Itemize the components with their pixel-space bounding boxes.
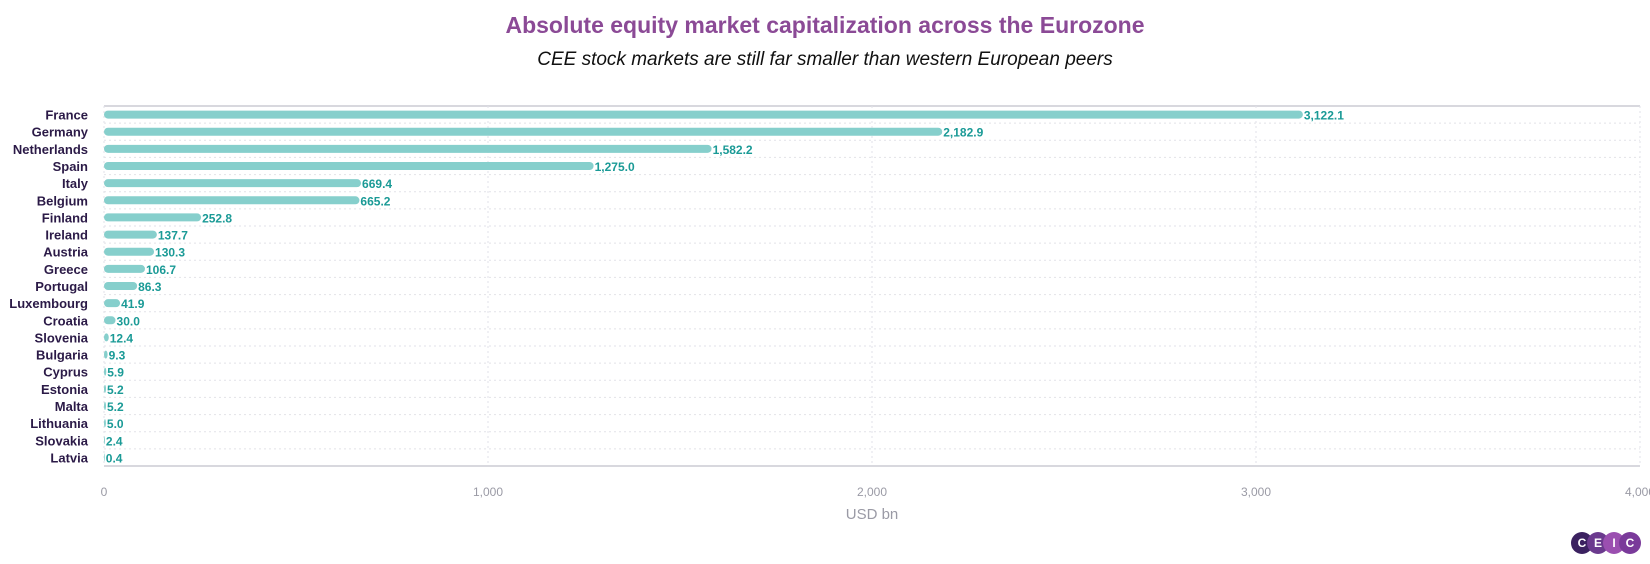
x-axis-title: USD bn	[846, 506, 899, 523]
data-label: 5.9	[107, 366, 124, 380]
category-label: Slovenia	[35, 330, 89, 345]
logo-letter-c2: C	[1619, 532, 1641, 554]
ceic-logo: C E I C	[1571, 532, 1641, 556]
bar-estonia	[104, 384, 106, 393]
bar-latvia	[104, 453, 105, 462]
data-label: 2,182.9	[943, 126, 983, 140]
data-label: 5.2	[107, 400, 124, 414]
data-label: 5.2	[107, 383, 124, 397]
category-label: Lithuania	[30, 416, 89, 431]
category-label: Germany	[32, 125, 89, 140]
category-label: Latvia	[50, 450, 88, 465]
data-label: 137.7	[158, 229, 188, 243]
data-label: 106.7	[146, 263, 176, 277]
bar-netherlands	[104, 144, 712, 153]
bar-italy	[104, 179, 362, 188]
x-tick-label: 1,000	[473, 485, 503, 499]
category-label: Spain	[53, 159, 88, 174]
category-label: Slovakia	[35, 433, 89, 448]
bar-malta	[104, 402, 106, 410]
data-label: 0.4	[106, 451, 123, 465]
data-label: 9.3	[109, 349, 126, 363]
category-label: Ireland	[45, 228, 88, 243]
bar-croatia	[104, 316, 116, 325]
bar-slovakia	[104, 436, 105, 445]
bar-bulgaria	[104, 350, 108, 359]
chart-title: Absolute equity market capitalization ac…	[505, 12, 1145, 38]
category-label: Bulgaria	[36, 348, 89, 363]
bar-spain	[104, 162, 594, 170]
category-label: Finland	[42, 210, 88, 225]
bar-greece	[104, 264, 145, 273]
x-tick-label: 0	[101, 485, 108, 499]
bar-luxembourg	[104, 299, 121, 308]
x-tick-label: 4,000	[1625, 485, 1650, 499]
data-label: 2.4	[106, 434, 123, 448]
bar-belgium	[104, 196, 360, 205]
bar-ireland	[104, 230, 157, 239]
bar-finland	[104, 213, 202, 222]
category-label: Austria	[43, 245, 89, 260]
data-label: 665.2	[360, 194, 390, 208]
data-label: 41.9	[121, 297, 145, 311]
category-label: Luxembourg	[9, 296, 88, 311]
category-label: Portugal	[35, 279, 88, 294]
data-label: 1,275.0	[595, 160, 635, 174]
category-label: Greece	[44, 262, 88, 277]
chart-subtitle: CEE stock markets are still far smaller …	[537, 49, 1113, 70]
x-tick-label: 3,000	[1241, 485, 1271, 499]
category-label: Malta	[55, 399, 89, 414]
category-label: Cyprus	[43, 365, 88, 380]
bar-lithuania	[104, 419, 106, 428]
bar-austria	[104, 247, 155, 256]
data-label: 252.8	[202, 211, 232, 225]
data-label: 12.4	[110, 331, 134, 345]
data-label: 30.0	[117, 314, 141, 328]
data-label: 3,122.1	[1304, 109, 1344, 123]
data-label: 5.0	[107, 417, 124, 431]
x-tick-label: 2,000	[857, 485, 887, 499]
data-label: 1,582.2	[713, 143, 753, 157]
category-label: Estonia	[41, 382, 89, 397]
category-label: Croatia	[43, 313, 89, 328]
bar-slovenia	[104, 333, 109, 342]
category-label: France	[45, 108, 88, 123]
bar-cyprus	[104, 367, 107, 376]
category-label: Netherlands	[13, 142, 88, 157]
bar-portugal	[104, 282, 138, 290]
data-label: 669.4	[362, 177, 392, 191]
category-label: Italy	[62, 176, 89, 191]
category-label: Belgium	[37, 193, 88, 208]
data-label: 86.3	[138, 280, 162, 294]
data-label: 130.3	[155, 246, 185, 260]
bar-germany	[104, 127, 943, 136]
bar-france	[104, 110, 1303, 119]
